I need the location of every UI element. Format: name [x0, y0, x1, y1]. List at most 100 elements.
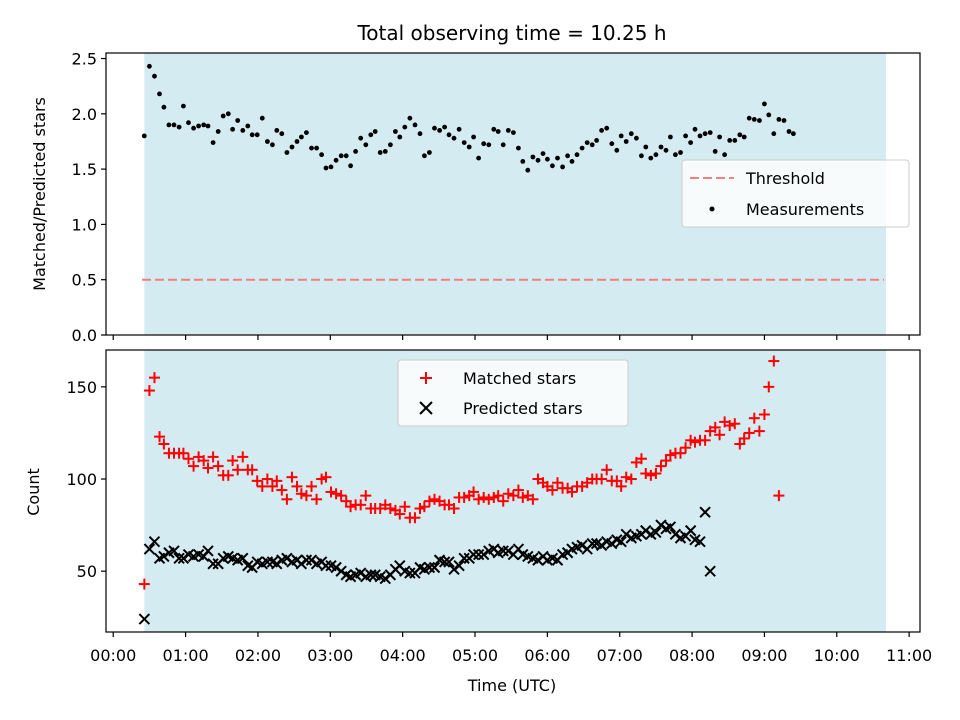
matched-star-point: [640, 467, 652, 479]
y-tick-label: 150: [66, 378, 97, 397]
matched-star-point: [601, 464, 613, 476]
matched-star-point: [620, 471, 632, 483]
measurement-point: [762, 101, 767, 107]
measurement-point: [628, 131, 634, 137]
measurement-point: [737, 132, 743, 138]
predicted-star-point: [443, 556, 455, 568]
predicted-star-point: [423, 561, 436, 574]
matched-star-point: [143, 385, 155, 397]
measurement-point: [471, 134, 476, 140]
matched-star-point: [724, 420, 736, 432]
y-tick-label: 2.0: [72, 105, 97, 124]
measurement-point: [230, 126, 236, 132]
measurement-point: [274, 127, 280, 133]
matched-star-point: [409, 512, 421, 524]
matched-star-point: [773, 490, 785, 502]
measurement-point: [525, 167, 531, 173]
measurement-point: [284, 150, 290, 155]
measurement-point: [348, 163, 353, 169]
count-y-ticks: 50 100 150: [66, 378, 106, 581]
measurement-point: [673, 152, 678, 158]
matched-star-point: [340, 495, 352, 507]
matched-star-point: [507, 490, 519, 502]
ratio-legend-box: [681, 159, 910, 228]
measurement-point: [437, 127, 442, 133]
measurement-point: [427, 150, 432, 155]
measurement-point: [692, 126, 698, 132]
measurement-point: [727, 138, 733, 143]
matched-star-point: [202, 462, 214, 474]
count-y-axis-label: Count: [24, 468, 43, 516]
matched-star-point: [675, 447, 687, 459]
predicted-star-point: [684, 524, 697, 537]
measurement-point: [397, 134, 403, 140]
predicted-legend-label: Predicted stars: [463, 399, 583, 418]
x-tick-label: 04:00: [380, 646, 426, 665]
measurement-point: [476, 155, 481, 161]
measurement-point: [225, 111, 231, 117]
predicted-star-point: [202, 545, 214, 557]
measurement-point: [697, 133, 703, 139]
predicted-legend-swatch: [419, 401, 433, 415]
matched-star-point: [355, 499, 367, 511]
measurement-point: [658, 144, 664, 150]
x-tick-label: 05:00: [452, 646, 498, 665]
measurement-point: [353, 149, 358, 154]
matched-star-point: [517, 491, 529, 503]
matched-star-point: [473, 493, 485, 505]
matched-star-point: [330, 488, 342, 500]
measurement-point: [196, 123, 202, 129]
measurement-point: [166, 122, 172, 128]
ratio-legend: Threshold Measurements: [681, 159, 910, 228]
matched-star-point: [502, 488, 514, 500]
matched-star-point: [198, 455, 210, 467]
matched-legend-label: Matched stars: [463, 369, 576, 388]
x-tick-label: 07:00: [597, 646, 643, 665]
measurement-point: [707, 130, 713, 136]
matched-star-point: [709, 421, 721, 433]
measurement-point: [589, 142, 595, 148]
matched-star-point: [394, 508, 406, 520]
measurement-point: [147, 63, 152, 69]
measurement-point: [299, 134, 304, 140]
measurement-point: [432, 125, 437, 131]
measurement-point: [569, 159, 575, 164]
measurement-point: [618, 133, 624, 139]
measurement-point: [668, 134, 673, 140]
predicted-star-point: [497, 545, 509, 557]
matched-star-point: [286, 471, 298, 483]
ratio-y-axis-label: Matched/Predicted stars: [30, 97, 49, 291]
matched-legend-swatch: [420, 372, 432, 384]
count-panel-frame: [105, 349, 921, 633]
matched-star-point: [458, 491, 470, 503]
y-tick-label: 0.5: [72, 271, 97, 290]
measurement-point: [377, 150, 383, 155]
measurement-point: [186, 120, 191, 126]
measurement-point: [516, 145, 521, 151]
measurement-point: [294, 139, 300, 144]
measurement-point: [368, 132, 374, 138]
measurement-point: [141, 133, 147, 139]
matched-star-point: [468, 486, 480, 498]
matched-star-point: [182, 453, 194, 465]
matched-star-point: [448, 503, 460, 515]
matched-star-point: [483, 493, 495, 505]
measurement-point: [702, 131, 708, 137]
predicted-star-point: [404, 567, 416, 579]
predicted-star-point: [143, 543, 156, 555]
measurement-point: [304, 130, 309, 136]
measurement-point: [786, 129, 792, 134]
matched-star-point: [763, 381, 775, 393]
matched-star-point: [743, 427, 755, 439]
matched-star-point: [418, 501, 430, 513]
measurement-point: [417, 131, 423, 137]
measurement-point: [382, 149, 388, 154]
y-tick-label: 1.5: [72, 160, 97, 179]
y-tick-label: 0.0: [72, 326, 97, 345]
predicted-star-point: [586, 537, 598, 550]
measurement-point: [781, 118, 787, 123]
predicted-star-point: [365, 569, 377, 581]
measurement-point: [535, 157, 541, 163]
measurement-point: [545, 156, 550, 162]
matched-star-point: [625, 473, 637, 485]
